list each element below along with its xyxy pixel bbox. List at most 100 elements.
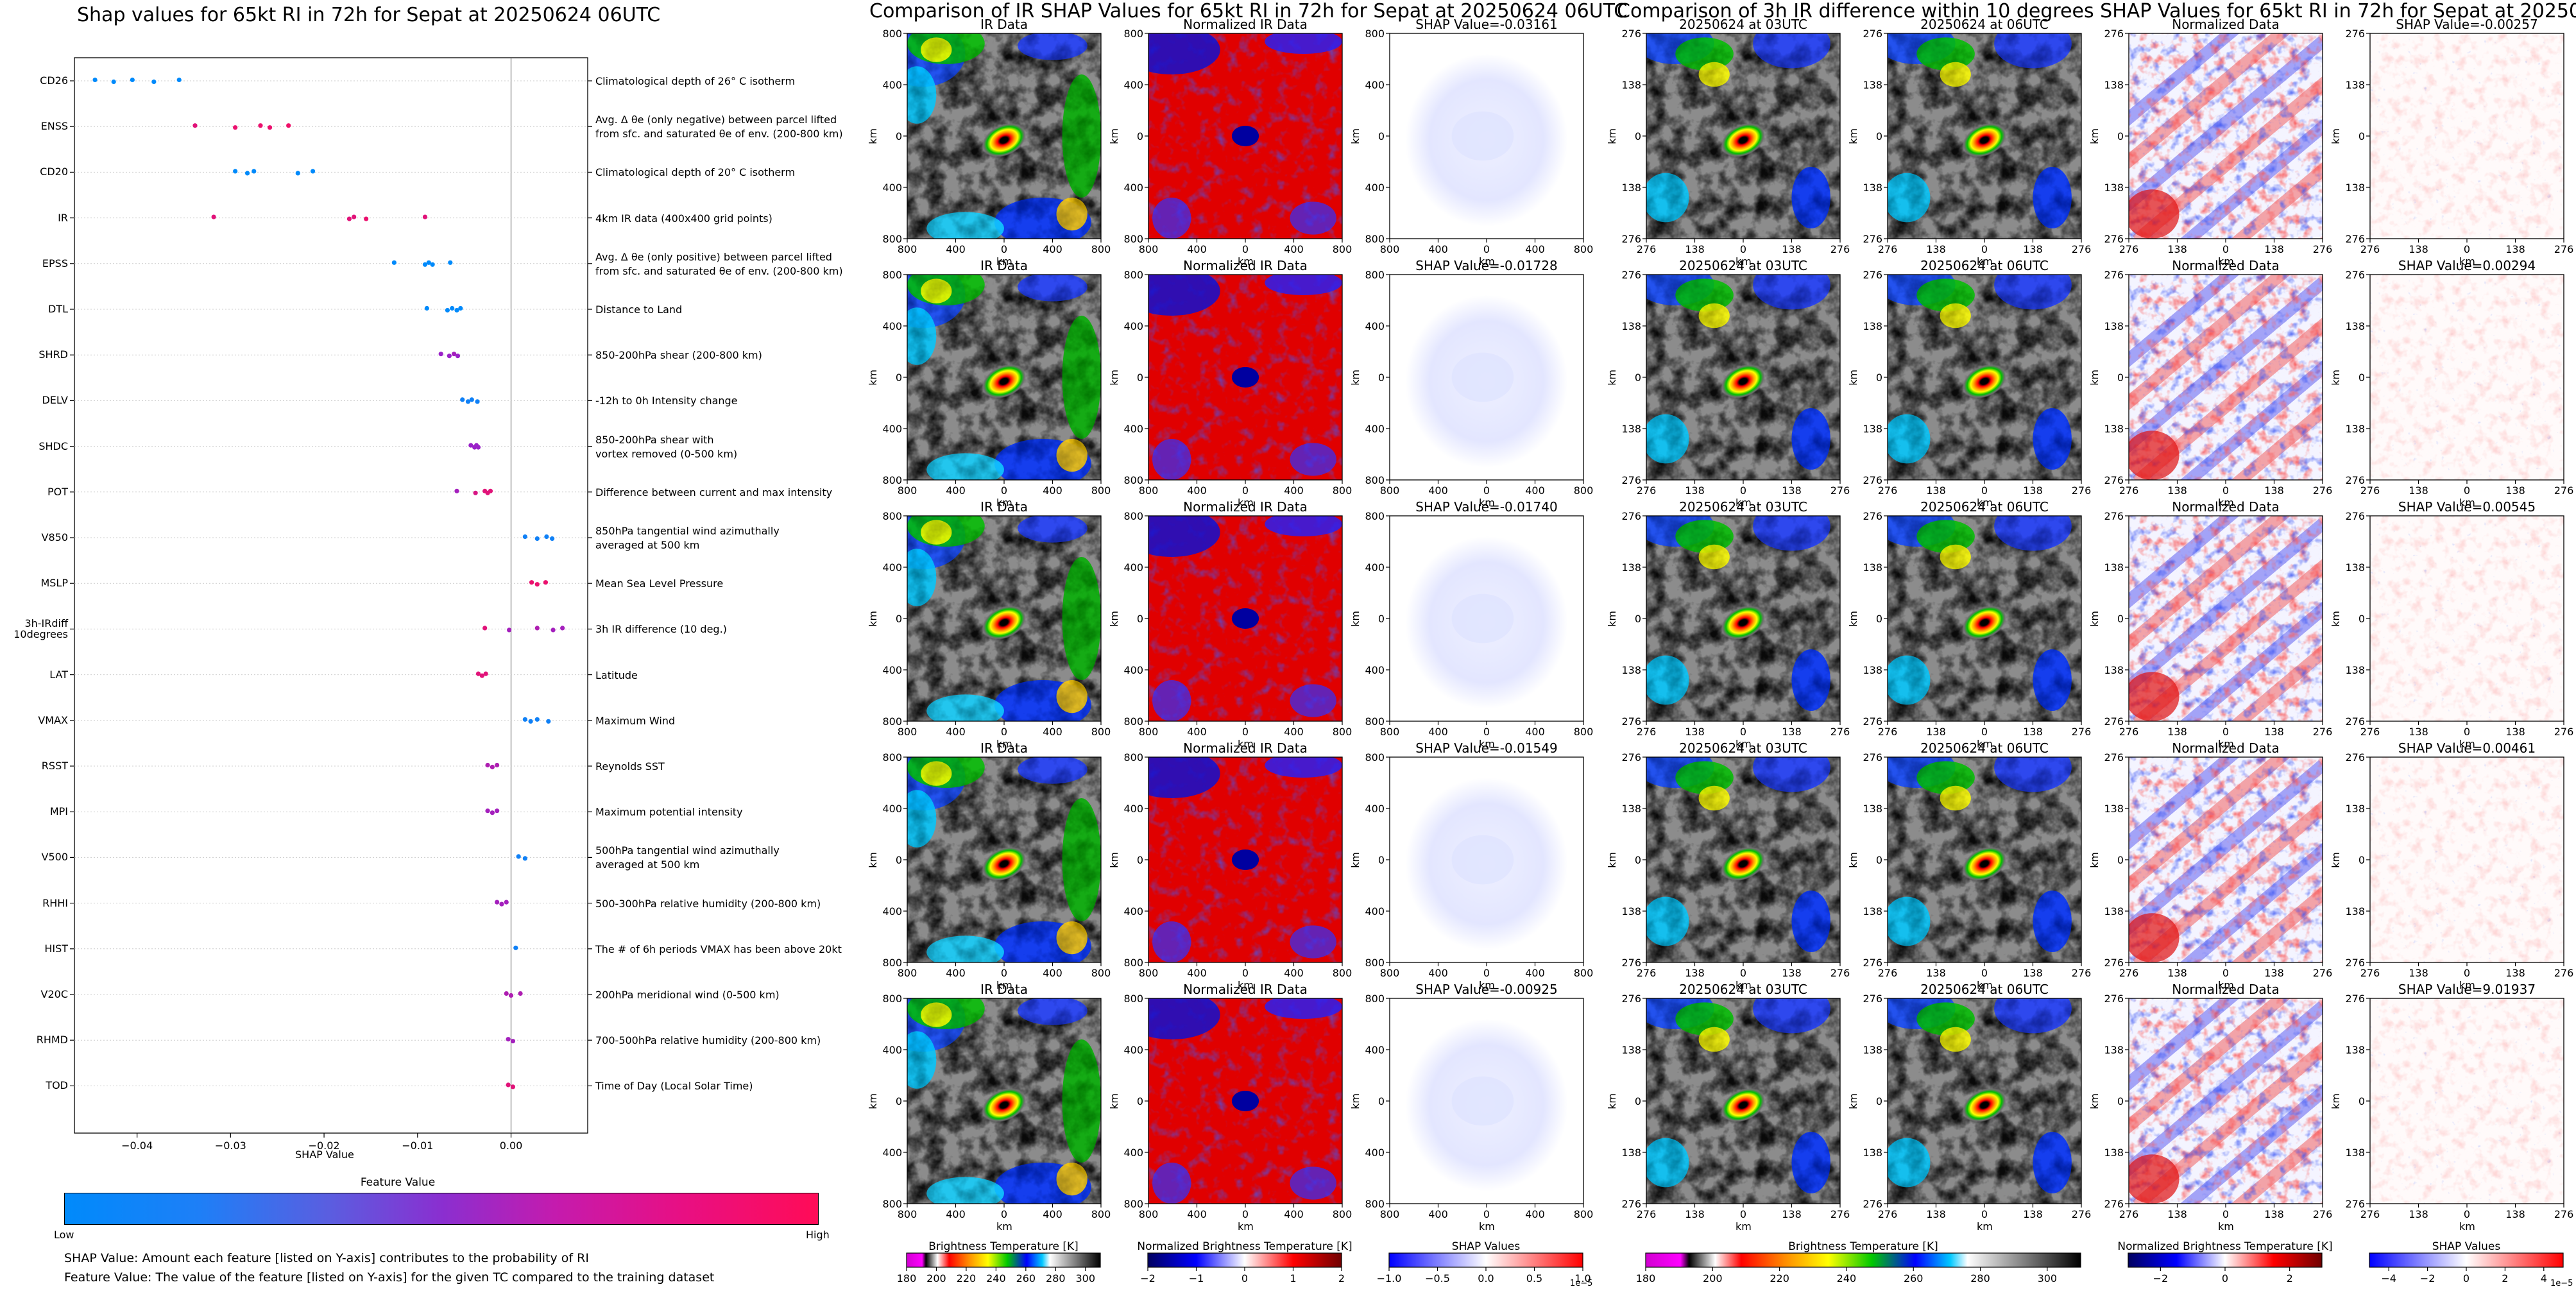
x-tick-label: 400 [1284,967,1304,979]
x-axis-label: km [1736,497,1752,509]
colorbar-tick-label: 180 [896,1272,917,1285]
x-tick-label: 276 [1877,967,1898,979]
shap-point [544,534,549,540]
y-tick-label: 0 [1378,854,1385,866]
shap-point [522,856,527,861]
x-axis-label: km [996,979,1012,991]
y-tick-label: 276 [1863,957,1882,969]
panel-title: IR Data [980,740,1028,756]
x-tick-label: 0 [1981,726,1988,738]
panel-title: SHAP Value=-0.01549 [1415,740,1558,756]
x-tick-label: 400 [1525,484,1545,497]
shap-point [534,582,540,587]
y-tick-label: 0 [2117,371,2124,384]
y-tick-label: 138 [2104,182,2124,194]
y-tick-label: 400 [1365,1044,1385,1056]
y-tick-label: 276 [1621,715,1641,728]
feature-description: 850hPa tangential wind azimuthally avera… [595,525,780,551]
x-tick-label: 800 [1573,967,1594,979]
y-axis-label: km [1605,1093,1618,1109]
x-axis-label: km [2218,497,2234,509]
y-tick-label: 0 [895,130,902,142]
panel-title: Normalized IR Data [1183,982,1308,997]
x-axis-label: km [1238,738,1254,750]
x-tick-label: 138 [2409,1208,2428,1220]
feature-description: The # of 6h periods VMAX has been above … [595,943,842,955]
x-tick-label: 276 [1830,726,1850,738]
y-tick-label: 276 [1863,1198,1882,1210]
x-axis-label: km [2459,1220,2475,1233]
panel-title: SHAP Value=-0.00257 [2396,17,2538,32]
panel-title: Normalized IR Data [1183,499,1308,515]
shap-point [504,900,509,905]
x-axis-label: km [1736,979,1752,991]
x-tick-label: 800 [1091,726,1111,738]
shap-point [495,762,500,768]
y-tick-label: 138 [2345,664,2365,676]
x-tick-label: 276 [1830,243,1850,255]
panel-title: SHAP Value=-0.03161 [1415,17,1558,32]
feature-description: Difference between current and max inten… [595,486,833,499]
feature-label: MSLP [40,577,68,590]
y-tick-label: 0 [895,371,902,384]
x-tick-label: 800 [1332,484,1352,497]
y-tick-label: 800 [1365,993,1385,1005]
x-tick-label: 800 [1138,726,1159,738]
x-tick-label: 0 [2222,726,2230,738]
y-tick-label: 138 [2104,803,2124,815]
y-tick-label: 138 [1621,320,1641,332]
map-panel [1389,274,1584,481]
shap-point [455,354,461,359]
y-axis-label: km [2329,611,2342,627]
x-tick-label: 276 [2360,726,2380,738]
map-panel [2369,274,2564,481]
y-tick-label: 138 [1863,79,1882,91]
y-tick-label: 0 [2358,854,2365,866]
y-tick-label: 276 [1621,510,1641,522]
y-tick-label: 138 [1621,423,1641,435]
shap-point [550,536,555,542]
x-tick-label: 276 [1830,1208,1850,1220]
y-tick-label: 138 [2345,79,2365,91]
x-tick-label: 138 [2264,1208,2284,1220]
colorbar-tick-label: 4 [2540,1272,2547,1285]
y-tick-label: 0 [1875,130,1882,142]
shap-point [295,171,300,176]
y-tick-label: 400 [1123,1044,1143,1056]
x-tick-label: 800 [1379,1208,1400,1220]
feature-description: 850-200hPa shear with vortex removed (0-… [595,433,738,460]
x-axis-label: km [1238,979,1254,991]
y-tick-label: 138 [2345,1044,2365,1056]
y-axis-label: km [1605,852,1618,868]
x-tick-label: 276 [2119,1208,2139,1220]
x-tick-label: 0 [1981,484,1988,497]
colorbar-tick-label: 0 [2221,1272,2229,1285]
x-tick-label: 138 [1782,484,1802,497]
y-tick-label: 276 [2345,715,2365,728]
y-tick-label: 138 [1863,561,1882,574]
y-axis-label: km [1847,611,1859,627]
y-axis-label: km [1847,370,1859,386]
colorbar-tick-label: −2 [2153,1272,2169,1285]
map-panel [2128,998,2323,1204]
y-tick-label: 276 [2104,957,2124,969]
x-tick-label: 276 [2071,967,2092,979]
x-tick-label: 276 [2312,243,2333,255]
x-tick-label: 800 [1379,726,1400,738]
x-tick-label: 0 [2463,243,2471,255]
x-tick-label: 276 [1877,484,1898,497]
panel-title: SHAP Value=0.00461 [2398,740,2536,756]
colorbar-tick-label: 180 [1635,1272,1656,1285]
x-tick-label: 276 [2312,484,2333,497]
colorbar-high-label: High [806,1229,830,1241]
y-tick-label: 138 [2345,182,2365,194]
x-tick-label: 276 [2360,243,2380,255]
shap-point [488,488,493,493]
x-tick-label: 800 [1091,243,1111,255]
map-panel [2128,756,2323,963]
x-axis-label: km [2459,979,2475,991]
colorbar-tick-label: −1.0 [1376,1272,1402,1285]
y-tick-label: 138 [2345,803,2365,815]
panel-title: SHAP Value=9.01937 [2398,982,2536,997]
x-tick-label: 138 [2409,243,2428,255]
